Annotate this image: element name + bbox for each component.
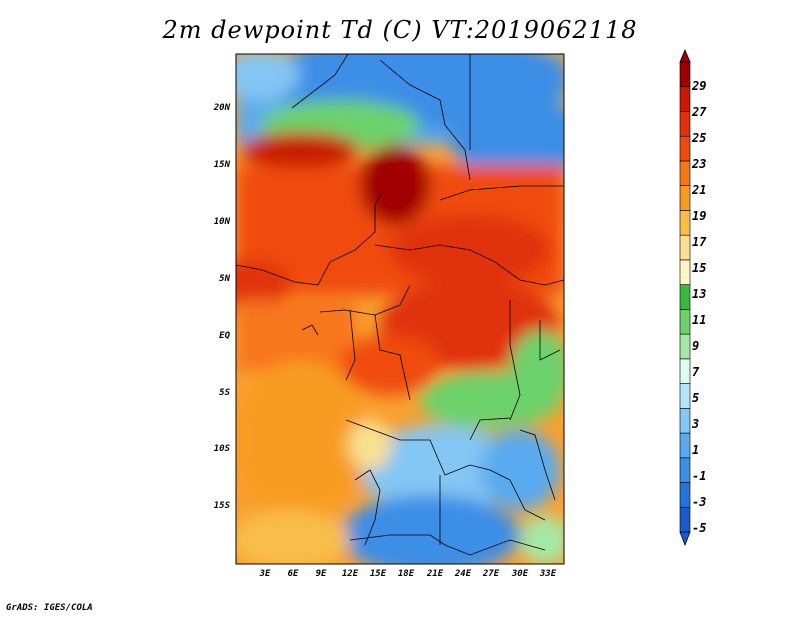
colorbar-swatch [679, 86, 691, 112]
colorbar-swatch [679, 259, 691, 285]
colorbar-swatch [679, 210, 691, 236]
colorbar [679, 48, 691, 547]
lon-label: 30E [511, 569, 529, 579]
lon-label: 27E [482, 569, 500, 579]
lat-label: 5S [219, 388, 230, 398]
colorbar-label: 19 [692, 209, 707, 223]
colorbar-label: -1 [692, 469, 707, 483]
colorbar-swatch [679, 408, 691, 434]
colorbar-swatch [679, 333, 691, 360]
map-frame [235, 53, 565, 565]
colorbar-top-arrow [679, 48, 691, 63]
colorbar-label: 27 [692, 105, 707, 119]
lon-label: 21E [426, 569, 444, 579]
colorbar-label: -3 [692, 495, 707, 509]
colorbar-swatch [679, 61, 691, 88]
lon-label: 6E [287, 569, 299, 579]
lat-label: 5N [219, 274, 230, 284]
colorbar-label: 15 [692, 261, 707, 275]
colorbar-swatch [679, 309, 691, 335]
colorbar-label: 29 [692, 79, 707, 93]
colorbar-swatch [679, 160, 691, 186]
colorbar-swatch [679, 185, 691, 211]
colorbar-label: 17 [692, 235, 707, 249]
colorbar-label: 5 [692, 391, 700, 405]
colorbar-label: 11 [692, 313, 707, 327]
lat-label: 15N [213, 160, 230, 170]
colorbar-label: 7 [692, 365, 700, 379]
colorbar-label: 3 [692, 417, 700, 431]
lon-label: 15E [369, 569, 387, 579]
lon-label: 33E [539, 569, 557, 579]
colorbar-swatch [679, 432, 691, 459]
lon-label: 18E [397, 569, 415, 579]
colorbar-swatch [679, 383, 691, 409]
lon-label: 24E [454, 569, 472, 579]
colorbar-swatch [679, 457, 691, 483]
lat-label: 20N [213, 103, 230, 113]
lon-label: 12E [341, 569, 359, 579]
colorbar-label: 13 [692, 287, 707, 301]
colorbar-label: 9 [692, 339, 700, 353]
colorbar-swatch [679, 482, 691, 508]
colorbar-swatch [679, 111, 691, 137]
lat-label: 10S [213, 444, 230, 454]
country-borders [236, 54, 564, 556]
lat-label: 10N [213, 217, 230, 227]
credit-text: GrADS: IGES/COLA [6, 603, 93, 613]
map-title: 2m dewpoint Td (C) VT:2019062118 [162, 16, 638, 44]
colorbar-bottom-arrow [679, 531, 691, 547]
colorbar-label: 23 [692, 157, 707, 171]
colorbar-label: 1 [692, 443, 700, 457]
colorbar-label: 25 [692, 131, 707, 145]
colorbar-label: -5 [692, 521, 707, 535]
colorbar-swatch [679, 135, 691, 162]
lat-label: 15S [213, 501, 230, 511]
colorbar-swatch [679, 506, 691, 533]
lon-label: 9E [315, 569, 327, 579]
dewpoint-field [236, 54, 564, 564]
lat-label: EQ [219, 331, 230, 341]
colorbar-swatch [679, 284, 691, 310]
colorbar-swatch [679, 234, 691, 261]
colorbar-label: 21 [692, 183, 707, 197]
colorbar-swatch [679, 358, 691, 384]
lon-label: 3E [259, 569, 271, 579]
